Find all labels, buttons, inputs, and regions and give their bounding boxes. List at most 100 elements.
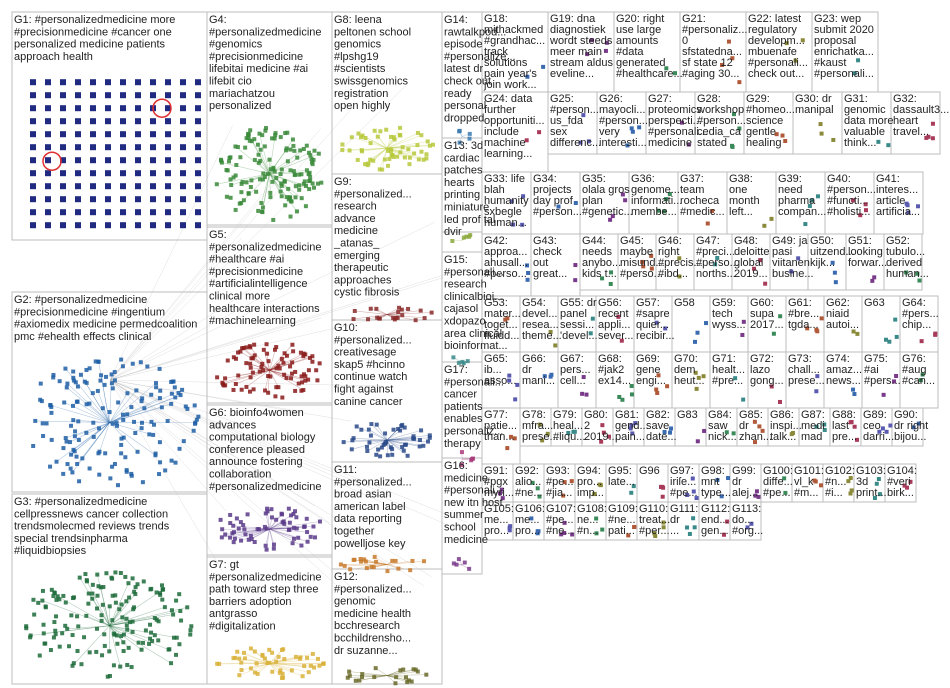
label-layer: G1: #personalizedmedicine more#precision… bbox=[14, 13, 949, 657]
node bbox=[150, 157, 156, 164]
node bbox=[77, 575, 82, 580]
node bbox=[252, 670, 257, 675]
group-label-g57: G57: bbox=[636, 297, 660, 309]
node bbox=[756, 494, 761, 499]
node bbox=[620, 397, 625, 402]
node bbox=[262, 144, 267, 149]
node bbox=[135, 79, 141, 86]
node bbox=[51, 375, 56, 380]
node bbox=[69, 452, 74, 457]
node bbox=[157, 396, 162, 401]
group-label-g23: G23: wep bbox=[814, 13, 861, 25]
edge bbox=[250, 347, 270, 371]
node bbox=[90, 105, 96, 112]
edge bbox=[96, 574, 110, 626]
group-label-g3: cellpressnews cancer collection bbox=[14, 508, 168, 520]
node bbox=[301, 181, 306, 186]
node bbox=[235, 144, 240, 149]
node bbox=[384, 127, 389, 132]
edge bbox=[109, 85, 406, 381]
node bbox=[752, 266, 757, 271]
node bbox=[272, 169, 277, 174]
group-label-g62: G62: bbox=[826, 297, 850, 309]
node bbox=[30, 209, 36, 216]
node bbox=[120, 118, 126, 125]
node bbox=[287, 520, 292, 525]
node bbox=[84, 402, 89, 407]
node bbox=[132, 419, 137, 424]
node bbox=[427, 435, 432, 440]
node bbox=[45, 105, 51, 112]
node bbox=[195, 131, 201, 138]
node bbox=[49, 587, 54, 592]
node bbox=[461, 235, 466, 240]
node bbox=[228, 195, 233, 200]
node bbox=[124, 599, 129, 604]
group-label-g86: G86: bbox=[770, 409, 794, 421]
node bbox=[342, 563, 347, 568]
group-label-g25: us_fda bbox=[550, 115, 584, 127]
group-label-g18: pain year's bbox=[484, 68, 537, 80]
node bbox=[374, 306, 379, 311]
node bbox=[284, 146, 289, 151]
node bbox=[285, 130, 290, 135]
node bbox=[373, 666, 378, 671]
group-label-g61: G61: bbox=[788, 297, 812, 309]
node bbox=[105, 92, 111, 99]
node bbox=[573, 200, 578, 205]
node bbox=[349, 135, 354, 140]
group-label-g27: perspecti... bbox=[648, 115, 702, 127]
node bbox=[390, 452, 395, 457]
node bbox=[180, 170, 186, 177]
node bbox=[372, 554, 377, 559]
group-label-g110: #per... bbox=[639, 525, 670, 537]
node bbox=[90, 196, 96, 203]
node bbox=[286, 506, 291, 511]
node bbox=[180, 79, 186, 86]
group-label-g16: medicine bbox=[444, 534, 488, 546]
node bbox=[272, 347, 277, 352]
node bbox=[619, 338, 624, 343]
node bbox=[780, 133, 785, 138]
node bbox=[165, 157, 171, 164]
node bbox=[512, 436, 517, 441]
node bbox=[228, 535, 233, 540]
node bbox=[169, 458, 174, 463]
node bbox=[664, 66, 669, 71]
node bbox=[892, 379, 897, 384]
edge bbox=[269, 173, 281, 192]
group-label-g45: maybe bbox=[620, 246, 653, 258]
node bbox=[848, 491, 853, 496]
node bbox=[45, 157, 51, 164]
node bbox=[165, 183, 171, 190]
node bbox=[833, 280, 838, 285]
node bbox=[915, 204, 920, 209]
edge bbox=[349, 147, 388, 151]
group-label-g16: school bbox=[444, 522, 476, 534]
edge bbox=[109, 610, 181, 627]
node bbox=[620, 192, 625, 197]
edge bbox=[386, 435, 430, 441]
node bbox=[45, 131, 51, 138]
node bbox=[304, 516, 309, 521]
group-label-g63: G63 bbox=[864, 297, 885, 309]
group-label-g77: patie... bbox=[484, 420, 517, 432]
node bbox=[60, 79, 66, 86]
node bbox=[244, 361, 249, 366]
group-label-g79: #liqu... bbox=[553, 431, 585, 443]
node bbox=[113, 570, 118, 575]
group-label-g25: sex bbox=[550, 126, 568, 138]
node bbox=[232, 536, 237, 541]
node bbox=[818, 122, 823, 127]
node bbox=[105, 105, 111, 112]
node bbox=[600, 276, 605, 281]
node bbox=[248, 185, 253, 190]
group-label-g53: fluidd... bbox=[484, 330, 519, 342]
node bbox=[411, 667, 416, 672]
node bbox=[105, 157, 111, 164]
group-label-g33: G33: life bbox=[484, 173, 525, 185]
node bbox=[424, 152, 429, 157]
node bbox=[562, 520, 567, 525]
edge bbox=[109, 125, 233, 381]
node bbox=[217, 661, 222, 666]
